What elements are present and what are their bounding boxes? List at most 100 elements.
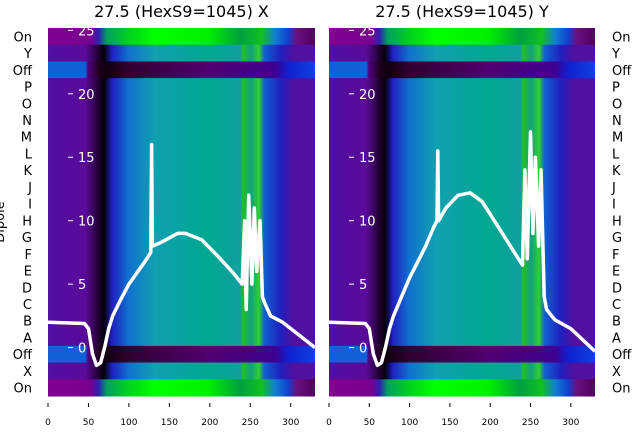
row-label: Off xyxy=(13,64,33,79)
x-tick-label: 250 xyxy=(522,418,539,428)
row-label: L xyxy=(612,147,620,162)
row-label: O xyxy=(612,97,622,112)
row-label: Off xyxy=(612,64,632,79)
heatmap-row-m xyxy=(329,128,595,146)
x-tick-label: 200 xyxy=(482,418,499,428)
row-label: P xyxy=(612,81,620,96)
x-tick-label: 100 xyxy=(120,418,137,428)
overlay-tick-label: 25 xyxy=(78,24,95,39)
heatmap-row-on xyxy=(48,28,315,46)
heatmap-row-b xyxy=(329,312,595,330)
heatmap-row-c xyxy=(48,295,315,313)
x-tick-label: 150 xyxy=(161,418,178,428)
row-label: On xyxy=(612,30,630,45)
overlay-tick-label: 5 xyxy=(359,278,367,293)
row-label: B xyxy=(612,315,621,330)
heatmap-row-g xyxy=(329,228,595,246)
x-tick-label: 200 xyxy=(201,418,218,428)
overlay-tick-label: 10 xyxy=(78,215,95,230)
heatmap-row-on xyxy=(329,379,595,397)
x-tick-label: 50 xyxy=(364,418,376,428)
overlay-tick-label: 20 xyxy=(78,88,95,103)
heatmap-row-f xyxy=(329,245,595,263)
x-tick-label: 50 xyxy=(83,418,95,428)
row-label: K xyxy=(23,164,32,179)
row-label: I xyxy=(28,198,32,213)
overlay-line xyxy=(47,142,317,368)
heatmap-row-a xyxy=(329,329,595,347)
row-label: A xyxy=(612,331,621,346)
row-label: On xyxy=(14,30,32,45)
x-tick-label: 0 xyxy=(45,418,51,428)
heatmap-row-j xyxy=(48,178,315,196)
heatmap-row-off xyxy=(48,345,315,364)
row-label: On xyxy=(14,382,32,397)
heatmap-row-on xyxy=(329,28,595,46)
row-label: X xyxy=(23,365,32,380)
row-label: M xyxy=(612,131,623,146)
row-label: D xyxy=(612,281,622,296)
row-label: L xyxy=(25,147,33,162)
row-label: J xyxy=(611,181,616,196)
row-label: H xyxy=(22,214,32,229)
row-label: Off xyxy=(13,348,33,363)
row-label: P xyxy=(24,81,32,96)
x-tick-label: 300 xyxy=(562,418,579,428)
overlay-tick-label: 15 xyxy=(78,151,95,166)
row-label: Y xyxy=(611,47,620,62)
heatmap-row-o xyxy=(48,94,315,113)
y-axis-label: Dipole xyxy=(0,201,8,242)
panel-title: 27.5 (HexS9=1045) X xyxy=(94,2,269,21)
heatmap-row-x xyxy=(48,362,315,380)
overlay-tick-label: 5 xyxy=(78,278,86,293)
row-label: C xyxy=(612,298,621,313)
heatmap-row-e xyxy=(48,262,315,280)
heatmap-row-y xyxy=(48,44,315,62)
row-label: X xyxy=(612,365,621,380)
x-tick-label: 100 xyxy=(401,418,418,428)
row-label: J xyxy=(27,181,32,196)
heatmap-row-x xyxy=(329,362,595,380)
overlay-line xyxy=(328,130,597,368)
heatmap-row-a xyxy=(48,329,315,347)
overlay-tick-label: 0 xyxy=(359,342,367,357)
heatmap-row-l xyxy=(48,145,315,163)
heatmap-row-i xyxy=(329,195,595,213)
heatmap-row-d xyxy=(329,278,595,297)
x-tick-label: 300 xyxy=(282,418,299,428)
heatmap-row-m xyxy=(48,128,315,146)
x-tick-label: 0 xyxy=(326,418,332,428)
row-label: G xyxy=(22,231,32,246)
heatmap-row-k xyxy=(48,161,315,180)
overlay-tick-label: 20 xyxy=(359,88,376,103)
heatmap-row-g xyxy=(48,228,315,246)
overlay-tick-label: 0 xyxy=(78,342,86,357)
heatmap-row-p xyxy=(48,78,315,96)
row-label: Off xyxy=(612,348,632,363)
x-tick-label: 250 xyxy=(242,418,259,428)
heatmap-row-on xyxy=(48,379,315,397)
row-label: E xyxy=(24,265,32,280)
heatmap-row-y xyxy=(329,44,595,62)
row-label: H xyxy=(612,214,622,229)
heatmap-row-off xyxy=(48,61,315,79)
row-label: N xyxy=(612,114,622,129)
row-label: N xyxy=(22,114,32,129)
row-label: On xyxy=(612,382,630,397)
row-label: M xyxy=(21,131,32,146)
row-label: O xyxy=(22,97,32,112)
heatmap-row-e xyxy=(329,262,595,280)
heatmap-row-off xyxy=(329,345,595,364)
row-label: D xyxy=(22,281,32,296)
row-label: A xyxy=(23,331,32,346)
heatmap-row-off xyxy=(329,61,595,79)
overlay-tick-label: 10 xyxy=(359,215,376,230)
row-label: B xyxy=(23,315,32,330)
row-label: I xyxy=(612,198,616,213)
x-tick-label: 150 xyxy=(441,418,458,428)
heatmap-row-n xyxy=(48,111,315,129)
heatmap-row-f xyxy=(48,245,315,263)
